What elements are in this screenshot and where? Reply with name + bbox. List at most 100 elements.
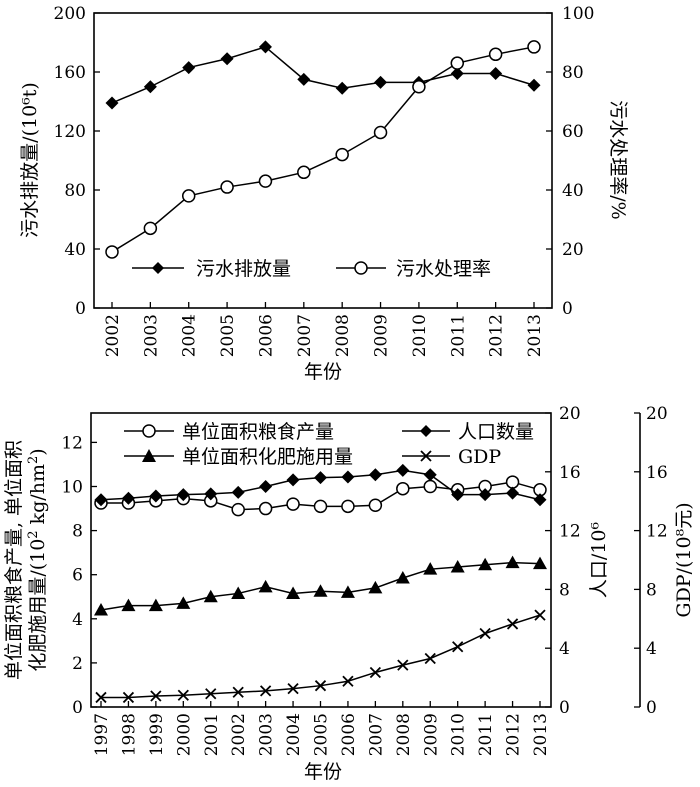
- data-point-1-2: [340, 585, 355, 598]
- x-tick-label: 2004: [284, 713, 304, 756]
- top-axis-ticks: [94, 12, 552, 309]
- data-point-1-2: [203, 589, 218, 603]
- legend-marker-x-icon: [420, 450, 432, 462]
- data-point-0-1: [181, 189, 196, 203]
- data-point-1-0: [423, 479, 437, 494]
- y-right1-tick-label: 20: [559, 404, 581, 424]
- x-tick-label: 2010: [449, 713, 469, 756]
- y-left-tick-label: 40: [64, 240, 86, 260]
- y-right2-tick-label: 8: [646, 580, 657, 600]
- y-right-tick-label: 40: [562, 181, 584, 201]
- legend-label-wastewater-discharge: 污水排放量: [196, 258, 291, 280]
- data-point-1-2: [395, 571, 410, 584]
- data-point-1-1: [204, 487, 218, 501]
- y-right1-tick-label: 4: [559, 639, 570, 659]
- y-right2-tick-label: 16: [646, 463, 668, 483]
- data-point-1-2: [533, 556, 547, 570]
- data-point-1-2: [368, 580, 383, 594]
- y-left-tick-label: 80: [64, 181, 86, 201]
- y-right2-tick-label: 12: [646, 522, 668, 542]
- bottom-right1-axis-label: 人口/10⁶: [588, 522, 610, 599]
- x-tick-label: 2004: [180, 314, 200, 357]
- data-point-0-1: [258, 174, 273, 188]
- data-point-1-3: [122, 691, 135, 704]
- legend-marker-diamond-icon: [420, 425, 432, 437]
- x-tick-label: 2007: [366, 713, 386, 756]
- data-point-0-1: [143, 221, 158, 236]
- series-line-0-1: [111, 46, 535, 253]
- data-point-1-0: [313, 499, 328, 514]
- top-series-layer: [105, 40, 541, 259]
- x-tick-label: 2009: [372, 314, 392, 357]
- data-point-1-0: [231, 502, 245, 517]
- x-tick-label: 2005: [218, 314, 238, 357]
- y-left-tick-label: 2: [72, 654, 83, 674]
- bottom-legend: 单位面积粮食产量 人口数量 单位面积化肥施用量 GDP: [124, 421, 534, 468]
- data-point-0-0: [105, 96, 119, 110]
- legend-label-fertilizer: 单位面积化肥施用量: [182, 446, 353, 468]
- y-right1-tick-label: 0: [559, 698, 570, 718]
- data-point-1-1: [506, 486, 520, 500]
- data-point-1-2: [148, 598, 163, 612]
- data-point-0-0: [374, 75, 388, 89]
- x-tick-label: 2006: [256, 314, 276, 357]
- data-point-1-1: [341, 470, 355, 484]
- top-left-axis-label: 污水排放量/(10⁶t): [19, 82, 41, 238]
- y-right2-tick-label: 0: [646, 698, 657, 718]
- data-point-0-0: [527, 78, 541, 92]
- bottom-x-axis-label: 年份: [304, 761, 342, 783]
- data-point-0-1: [373, 125, 388, 140]
- x-tick-label: 1999: [147, 713, 167, 756]
- y-right-tick-label: 100: [562, 4, 594, 24]
- data-point-1-3: [287, 682, 299, 695]
- data-point-1-3: [177, 689, 189, 701]
- top-right-axis-label: 污水处理率/%: [607, 100, 629, 219]
- data-point-0-1: [527, 40, 541, 54]
- data-point-1-3: [369, 666, 382, 679]
- legend-marker-triangle-icon: [142, 449, 156, 462]
- data-point-1-1: [478, 488, 492, 502]
- data-point-1-1: [368, 468, 382, 482]
- x-tick-label: 2008: [394, 713, 414, 756]
- x-tick-label: 2008: [333, 314, 353, 357]
- y-right1-tick-label: 8: [559, 580, 570, 600]
- y-right-tick-label: 80: [562, 63, 584, 83]
- data-point-1-1: [533, 493, 547, 507]
- x-tick-label: 2001: [202, 713, 222, 756]
- data-point-1-1: [259, 480, 273, 493]
- data-point-1-1: [94, 493, 108, 507]
- data-point-0-0: [143, 80, 157, 94]
- data-point-1-1: [396, 463, 410, 477]
- data-point-0-0: [450, 66, 464, 80]
- x-tick-label: 1997: [92, 713, 112, 756]
- data-point-1-2: [176, 596, 191, 609]
- data-point-1-0: [396, 481, 410, 496]
- data-point-1-1: [176, 488, 190, 502]
- data-point-1-2: [231, 586, 246, 599]
- bottom-left-axis-label-line2: 化肥施用量/(102 kg/hm2): [26, 448, 49, 671]
- data-point-1-1: [286, 473, 300, 487]
- data-point-0-1: [105, 245, 119, 259]
- top-plot-frame: [93, 12, 553, 309]
- x-tick-label: 2011: [448, 314, 468, 357]
- y-right-tick-label: 20: [562, 240, 584, 260]
- data-point-1-3: [506, 618, 519, 630]
- data-point-1-0: [505, 475, 520, 489]
- y-left-tick-label: 0: [72, 698, 83, 718]
- data-point-1-3: [232, 686, 244, 698]
- y-left-tick-label: 10: [61, 477, 83, 497]
- data-point-0-0: [182, 61, 196, 75]
- data-point-1-2: [258, 579, 273, 593]
- y-left-tick-label: 6: [72, 566, 83, 586]
- chart-bottom: 1997 1998 1999 2000 2001 2002 2003 2004 2005 2006…: [3, 404, 695, 783]
- data-point-0-1: [335, 147, 349, 162]
- y-left-tick-label: 4: [72, 610, 83, 630]
- y-right2-tick-label: 20: [646, 404, 668, 424]
- bottom-right2-axis-label: GDP/(10⁸元): [673, 502, 695, 617]
- data-point-0-0: [220, 52, 234, 66]
- y-left-tick-label: 8: [72, 522, 83, 542]
- data-point-0-1: [220, 180, 234, 194]
- bottom-tick-labels: 1997 1998 1999 2000 2001 2002 2003 2004 2005 2006…: [61, 404, 667, 756]
- data-point-1-0: [368, 498, 383, 512]
